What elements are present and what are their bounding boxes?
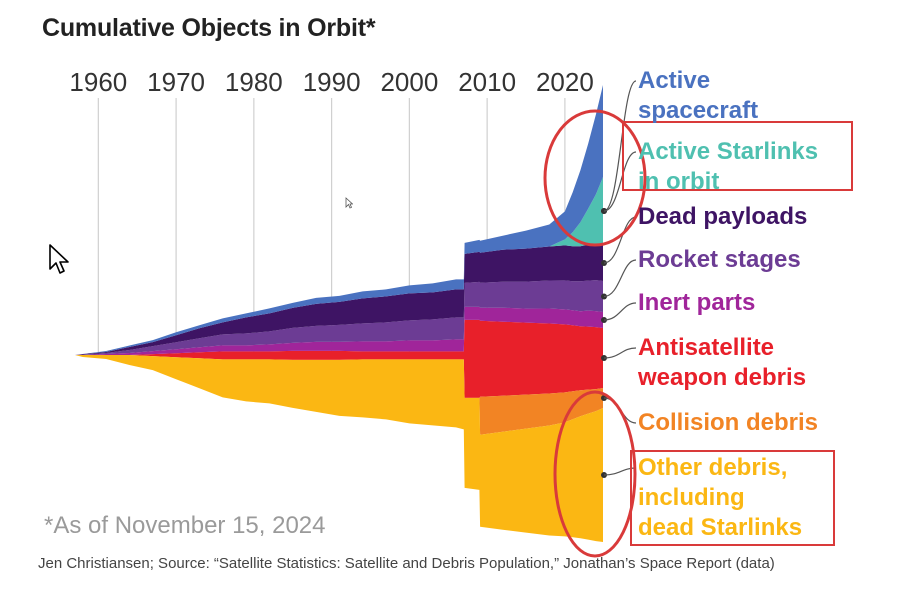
- layer-label-line: Active Starlinks: [638, 138, 819, 165]
- layer-label: Antisatellite weapon debris: [638, 333, 806, 393]
- x-tick-label: 1970: [147, 67, 205, 97]
- layer-label-line: dead Starlinks: [638, 514, 803, 541]
- layer-label-line: Antisatellite: [638, 334, 775, 361]
- layer-label-line: Dead payloads: [638, 203, 808, 230]
- x-tick-label: 2020: [536, 67, 594, 97]
- layer-label-line: Inert parts: [638, 289, 756, 316]
- footnote: *As of November 15, 2024: [44, 512, 326, 539]
- x-tick-label: 2010: [458, 67, 516, 97]
- small-pointer-icon: [345, 197, 353, 209]
- x-tick-label: 1960: [69, 67, 127, 97]
- layer-label-line: Other debris,: [638, 454, 788, 481]
- highlight-ellipse-starlinks: [543, 109, 647, 247]
- mouse-pointer-icon: [49, 244, 69, 274]
- layer-label: Other debris, including dead Starlinks: [638, 453, 802, 543]
- x-tick-label: 1980: [225, 67, 283, 97]
- layer-label: Active Starlinks in orbit: [638, 137, 818, 197]
- leader-line: [603, 80, 637, 212]
- highlight-box-starlinks: [622, 121, 853, 191]
- layer-label-line: Active: [638, 67, 711, 94]
- source-credit: Jen Christiansen; Source: “Satellite Sta…: [38, 555, 775, 572]
- layer-rocket-stages: [75, 280, 603, 355]
- layer-label-line: spacecraft: [638, 97, 759, 124]
- layer-inert-parts: [75, 306, 603, 355]
- x-tick-label: 2000: [380, 67, 438, 97]
- chart-title: Cumulative Objects in Orbit*: [42, 14, 376, 42]
- layer-dead-payloads: [75, 244, 603, 355]
- leader-line: [603, 347, 637, 359]
- layer-label-line: in orbit: [638, 168, 720, 195]
- layer-label-line: including: [638, 484, 745, 511]
- leader-line: [603, 151, 637, 212]
- layer-label: Collision debris: [638, 408, 818, 438]
- layer-label: Rocket stages: [638, 245, 801, 275]
- layer-active-spacecraft: [75, 85, 603, 355]
- leader-line: [603, 259, 637, 298]
- layer-label: Dead payloads: [638, 202, 807, 232]
- leader-line: [603, 216, 637, 264]
- x-tick-label: 1990: [303, 67, 361, 97]
- leader-line: [603, 302, 637, 321]
- layer-label: Inert parts: [638, 288, 755, 318]
- leader-line: [603, 467, 637, 476]
- layer-label-line: weapon debris: [638, 364, 807, 391]
- layer-label-line: Collision debris: [638, 409, 819, 436]
- highlight-ellipse-debris: [553, 390, 637, 558]
- layer-label-line: Rocket stages: [638, 246, 801, 273]
- layer-antisatellite-weapon-debris: [75, 319, 603, 398]
- layer-other-debris-including-dead-starlinks: [75, 355, 603, 542]
- highlight-box-other-debris: [630, 450, 835, 546]
- layer-label: Active spacecraft: [638, 66, 758, 126]
